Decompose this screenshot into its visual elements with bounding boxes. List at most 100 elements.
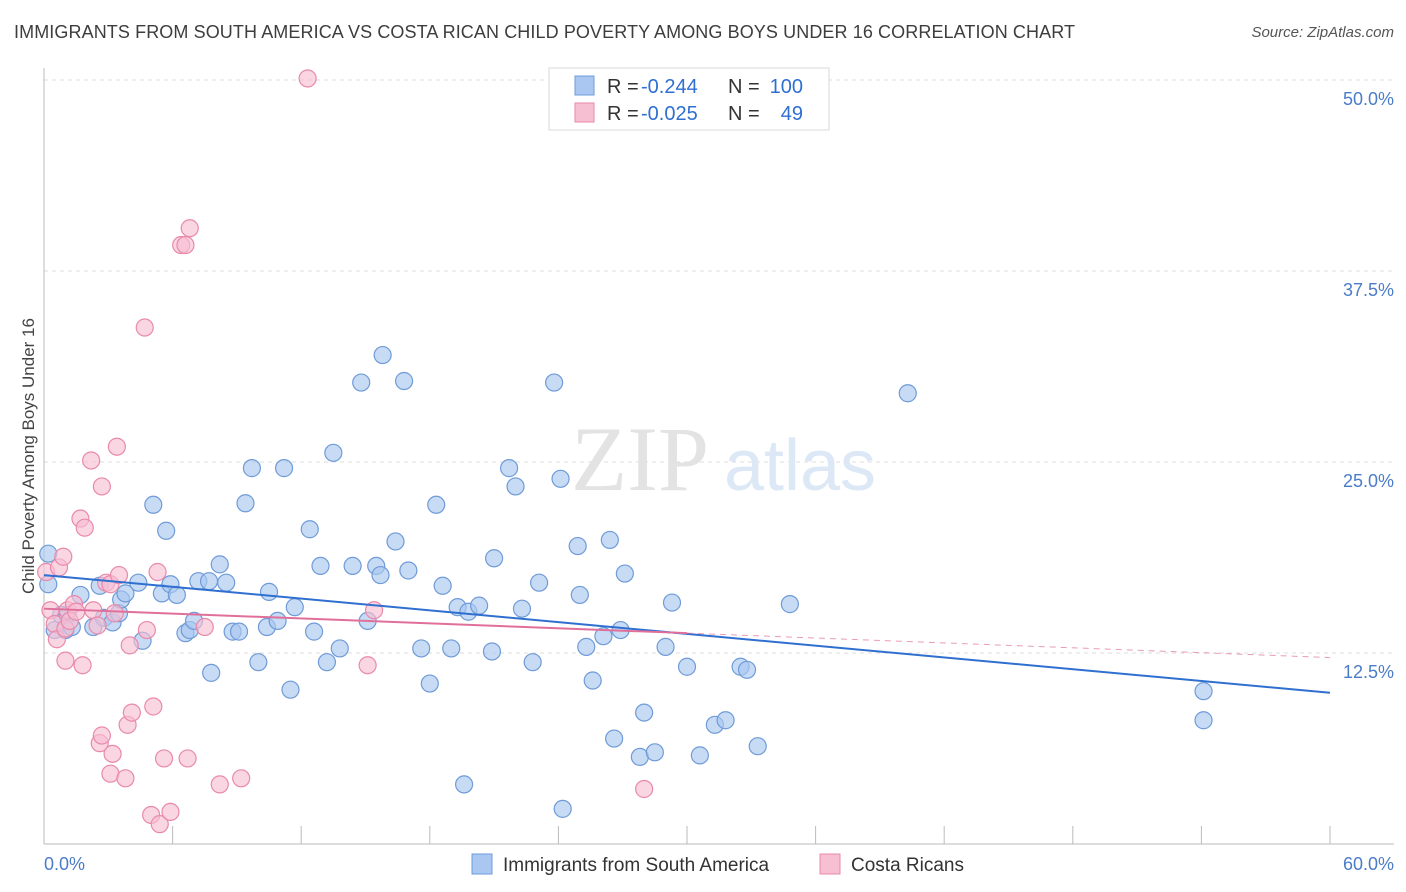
point-costa-ricans: [150, 815, 169, 834]
point-costa-ricans: [161, 802, 180, 822]
point-immigrants: [568, 536, 587, 556]
point-immigrants: [399, 561, 418, 580]
bottom-legend-label-pink: Costa Ricans: [851, 855, 964, 876]
point-immigrants: [656, 637, 675, 656]
watermark-atlas: atlas: [724, 426, 876, 506]
legend-n-value-1: 100: [770, 76, 803, 98]
point-immigrants: [748, 737, 767, 756]
legend-r-label-1: R =: [607, 76, 644, 98]
point-costa-ricans: [176, 235, 195, 255]
point-immigrants: [780, 595, 799, 614]
point-immigrants: [330, 639, 349, 658]
point-immigrants: [898, 384, 917, 403]
point-immigrants: [210, 555, 229, 574]
point-immigrants: [324, 443, 343, 462]
point-costa-ricans: [358, 656, 377, 675]
point-immigrants: [371, 565, 390, 585]
point-immigrants: [394, 371, 414, 391]
point-immigrants: [500, 459, 519, 478]
point-immigrants: [545, 373, 564, 392]
legend-r-value-1: -0.244: [641, 76, 698, 98]
point-costa-ricans: [180, 219, 199, 238]
point-immigrants: [229, 622, 249, 641]
point-immigrants: [645, 743, 664, 762]
y-axis-label: Child Poverty Among Boys Under 16: [19, 318, 38, 594]
point-immigrants: [551, 469, 570, 488]
point-costa-ricans: [67, 602, 86, 621]
point-immigrants: [570, 585, 589, 605]
point-immigrants: [420, 674, 439, 693]
point-immigrants: [311, 556, 330, 576]
point-costa-ricans: [135, 318, 154, 337]
point-costa-ricans: [120, 636, 139, 655]
legend: R = -0.244 N = 100 R = -0.025 N = 49: [548, 67, 830, 131]
point-immigrants: [274, 459, 294, 478]
series-immigrants-points: [39, 345, 1213, 818]
point-costa-ricans: [195, 617, 214, 637]
point-immigrants: [442, 639, 461, 658]
point-immigrants: [259, 582, 279, 601]
point-immigrants: [343, 556, 362, 576]
point-costa-ricans: [73, 656, 92, 675]
point-immigrants: [630, 747, 649, 767]
point-immigrants: [615, 564, 634, 583]
legend-swatch-pink: [574, 102, 595, 123]
point-immigrants: [523, 653, 542, 672]
bottom-legend-swatch-blue: [471, 853, 493, 875]
point-immigrants: [469, 596, 489, 615]
point-immigrants: [583, 671, 602, 690]
point-costa-ricans: [122, 703, 141, 722]
point-immigrants: [304, 622, 324, 641]
point-immigrants: [482, 642, 502, 661]
point-costa-ricans: [75, 518, 94, 537]
legend-swatch-blue: [574, 75, 595, 96]
trend-lines: [43, 574, 1331, 694]
point-costa-ricans: [148, 562, 167, 582]
point-immigrants: [577, 637, 596, 656]
point-immigrants: [433, 576, 452, 595]
point-immigrants: [1194, 711, 1213, 730]
bottom-legend-swatch-pink: [819, 853, 841, 875]
series-costa-ricans-points: [37, 69, 654, 834]
point-costa-ricans: [82, 451, 101, 470]
point-costa-ricans: [154, 749, 174, 768]
point-immigrants: [281, 680, 300, 699]
point-immigrants: [427, 495, 446, 514]
point-immigrants: [600, 530, 619, 550]
point-immigrants: [553, 799, 572, 818]
point-immigrants: [677, 657, 697, 676]
point-costa-ricans: [101, 764, 120, 783]
point-costa-ricans: [92, 477, 111, 496]
point-costa-ricans: [54, 547, 73, 566]
point-immigrants: [242, 459, 262, 478]
point-immigrants: [594, 627, 613, 646]
point-immigrants: [454, 775, 474, 794]
point-immigrants: [690, 746, 709, 765]
point-costa-ricans: [92, 726, 111, 745]
point-immigrants: [317, 653, 337, 672]
point-costa-ricans: [635, 779, 654, 799]
x-tick-label-max: 60.0%: [1343, 854, 1394, 874]
point-immigrants: [249, 653, 268, 672]
point-immigrants: [386, 532, 405, 551]
legend-n-value-2: 49: [781, 103, 803, 125]
point-immigrants: [716, 711, 735, 730]
bottom-legend-label-blue: Immigrants from South America: [503, 855, 770, 876]
point-immigrants: [202, 663, 221, 682]
point-immigrants: [300, 520, 319, 539]
watermark-zip: ZIP: [571, 408, 709, 510]
y-tick-label: 37.5%: [1343, 280, 1394, 300]
point-immigrants: [635, 703, 654, 722]
legend-n-label-2: N =: [728, 103, 765, 125]
point-immigrants: [530, 573, 549, 592]
x-tick-label-min: 0.0%: [44, 854, 85, 874]
point-immigrants: [485, 549, 504, 568]
point-immigrants: [236, 494, 255, 513]
point-immigrants: [157, 521, 176, 540]
point-immigrants: [412, 639, 431, 658]
y-tick-label: 25.0%: [1343, 471, 1394, 491]
point-costa-ricans: [88, 616, 107, 635]
y-tick-label: 12.5%: [1343, 662, 1394, 682]
point-immigrants: [737, 660, 757, 679]
